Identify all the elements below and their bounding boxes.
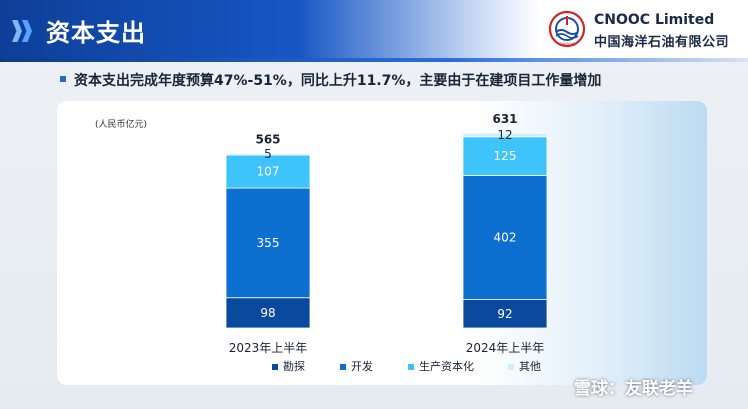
data-label: 402 — [494, 230, 517, 244]
page-title: 资本支出 — [46, 19, 146, 47]
bar-segment-production-capitalization — [225, 154, 311, 189]
legend-label: 开发 — [351, 360, 373, 373]
chart-unit-label: (人民币亿元) — [95, 120, 148, 130]
legend-swatch — [272, 364, 278, 370]
data-label: 125 — [494, 149, 517, 163]
cnooc-logo: CNOOC — [548, 10, 586, 48]
bullet-icon — [60, 76, 66, 82]
legend-item-exploration: 勘探 — [272, 360, 305, 374]
bar-segment-other — [462, 132, 548, 138]
data-label: 5 — [264, 147, 272, 161]
data-label: 355 — [257, 236, 280, 250]
bar-total-label: 565 — [255, 132, 280, 146]
svg-text:CNOOC: CNOOC — [559, 42, 575, 47]
legend-item-other: 其他 — [508, 360, 541, 374]
bar-segment-production-capitalization — [462, 136, 548, 176]
bar-segment-exploration — [225, 297, 311, 329]
bar-total-label: 631 — [492, 112, 517, 126]
header-stripe — [0, 58, 748, 62]
company-name-cn: 中国海洋石油有限公司 — [594, 35, 730, 50]
data-label: 107 — [257, 165, 280, 179]
bar-segment-exploration — [462, 299, 548, 329]
watermark: 雪球：友联老羊 — [574, 379, 693, 399]
bar-segment-other — [225, 153, 311, 156]
company-name-en: CNOOC Limited — [594, 12, 715, 28]
header: 资本支出 CNOOC CNOOC Limited 中国海洋石油有限公司 — [0, 0, 748, 62]
legend-item-development: 开发 — [340, 360, 373, 374]
x-tick-label: 2024年上半年 — [466, 341, 545, 355]
chevron-right-icon — [22, 20, 32, 42]
legend-label: 生产资本化 — [419, 360, 474, 373]
chevron-right-icon — [12, 20, 22, 42]
x-tick-label: 2023年上半年 — [229, 341, 308, 355]
legend-swatch — [408, 364, 414, 370]
data-label: 12 — [497, 128, 512, 142]
subtitle: 资本支出完成年度预算47%-51%，同比上升11.7%，主要由于在建项目工作量增… — [74, 73, 602, 89]
header-bar — [0, 0, 540, 62]
legend-swatch — [508, 364, 514, 370]
legend-swatch — [340, 364, 346, 370]
legend-item-production-capitalization: 生产资本化 — [408, 360, 474, 374]
data-label: 92 — [497, 307, 512, 321]
legend-label: 其他 — [519, 360, 541, 373]
bar-segment-development — [225, 187, 311, 299]
legend-label: 勘探 — [283, 360, 305, 373]
data-label: 98 — [260, 306, 275, 320]
